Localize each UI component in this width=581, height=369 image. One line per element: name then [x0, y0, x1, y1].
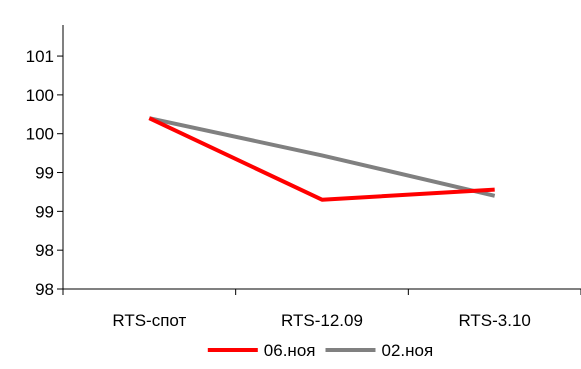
y-tick-label: 100 — [26, 125, 54, 144]
legend-label: 06.ноя — [264, 341, 316, 360]
x-tick-label: RTS-3.10 — [458, 311, 530, 330]
legend-item: 06.ноя — [207, 341, 316, 360]
series-line-1 — [148, 116, 495, 202]
y-tick-label: 99 — [35, 202, 54, 221]
y-axis-ticks: 98 98 99 99 100 100 101 — [26, 47, 63, 299]
y-tick-label: 98 — [35, 280, 54, 299]
series-lines — [148, 116, 496, 202]
legend: 06.ноя 02.ноя — [207, 341, 434, 360]
x-axis-ticks: RTS-спот RTS-12.09 RTS-3.10 — [62, 289, 581, 330]
y-tick-label: 101 — [26, 47, 54, 66]
legend-label: 02.ноя — [382, 341, 434, 360]
legend-item: 02.ноя — [325, 341, 434, 360]
series-line-2 — [148, 116, 496, 198]
y-tick-label: 99 — [35, 164, 54, 183]
x-tick-label: RTS-12.09 — [281, 311, 363, 330]
axes — [62, 25, 581, 290]
x-tick-label: RTS-спот — [112, 311, 186, 330]
y-tick-label: 98 — [35, 241, 54, 260]
y-tick-label: 100 — [26, 86, 54, 105]
